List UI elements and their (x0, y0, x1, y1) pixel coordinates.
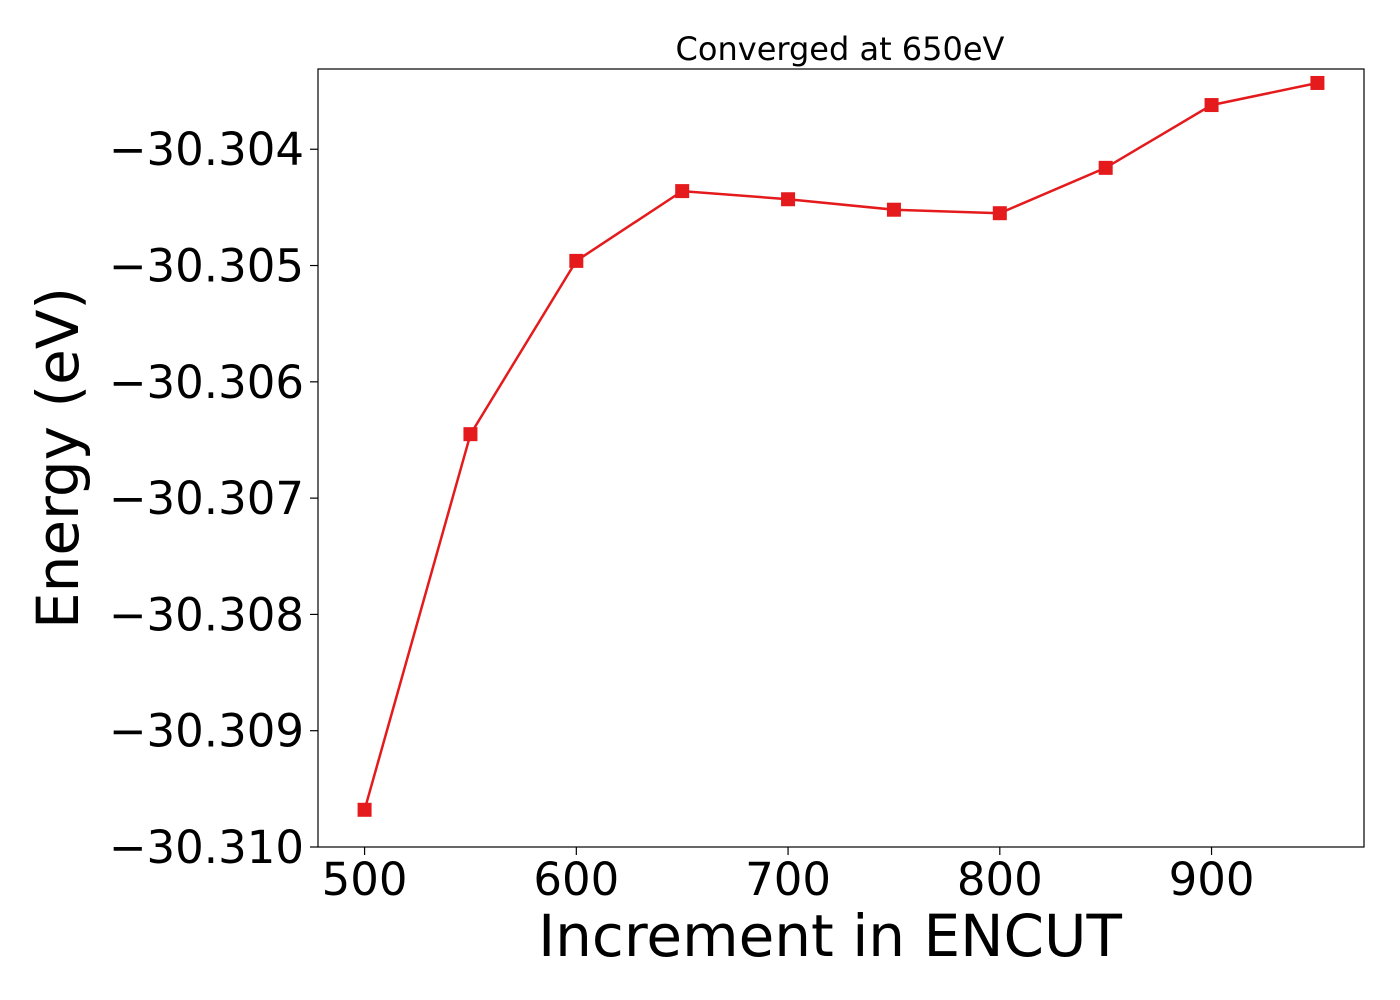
x-axis-ticks: 500 600 700 800 900 (322, 847, 1255, 906)
y-axis-ticks: −30.310 −30.309 −30.308 −30.307 −30.306 −30.3… (109, 123, 318, 874)
x-tick-label: 500 (322, 853, 408, 906)
data-point-marker (357, 802, 372, 817)
y-tick-label: −30.305 (109, 240, 304, 293)
data-point-marker (886, 202, 901, 217)
y-tick-label: −30.307 (109, 472, 304, 525)
x-axis-label: Increment in ENCUT (538, 902, 1122, 970)
chart-title: Converged at 650eV (676, 30, 1005, 68)
y-tick-label: −30.310 (109, 821, 304, 874)
y-tick-label: −30.306 (109, 356, 304, 409)
y-tick-label: −30.309 (109, 705, 304, 758)
y-tick-label: −30.304 (109, 123, 304, 176)
plot-frame (317, 68, 1365, 848)
series-line (363, 81, 1318, 811)
x-tick-label: 700 (745, 853, 831, 906)
y-tick-label: −30.308 (109, 588, 304, 641)
data-point-marker (463, 427, 478, 442)
data-point-marker (1310, 75, 1325, 90)
data-point-marker (1098, 160, 1113, 175)
data-point-marker (992, 206, 1007, 221)
x-tick-label: 800 (957, 853, 1043, 906)
data-point-marker (569, 253, 584, 268)
x-tick-label: 600 (533, 853, 619, 906)
data-point-marker (675, 184, 690, 199)
x-tick-label: 900 (1169, 853, 1255, 906)
data-point-marker (781, 192, 796, 207)
data-point-marker (1204, 98, 1219, 113)
series-layer (357, 75, 1325, 817)
y-axis-label: Energy (eV) (24, 287, 92, 629)
